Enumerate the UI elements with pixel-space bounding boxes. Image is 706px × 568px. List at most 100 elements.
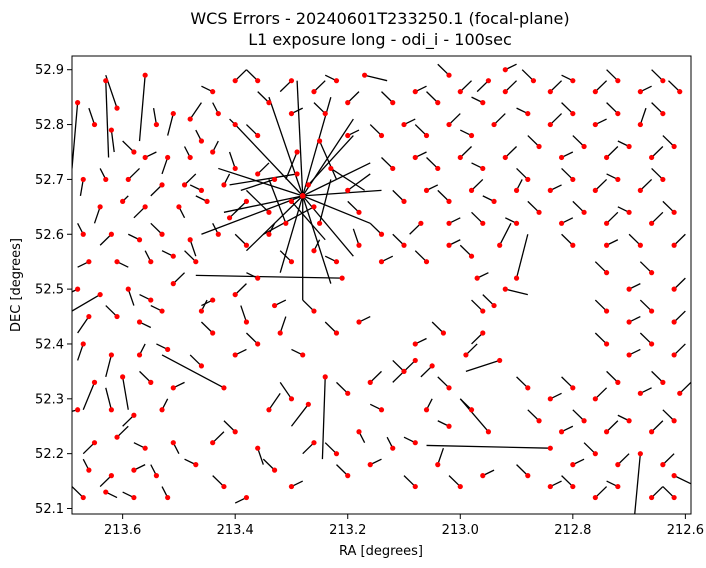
error-vector	[302, 299, 315, 312]
error-vector	[218, 167, 303, 197]
x-tick-label: 213.0	[442, 523, 479, 538]
source-point	[570, 462, 576, 468]
error-vector	[516, 167, 529, 180]
source-point	[457, 483, 463, 490]
source-point	[288, 198, 295, 204]
source-point	[615, 78, 621, 84]
error-vector	[437, 447, 445, 465]
source-point	[491, 121, 497, 128]
error-vector	[639, 107, 647, 125]
chart-title: WCS Errors - 20240601T233250.1 (focal-pl…	[190, 9, 569, 28]
error-vector	[448, 475, 461, 488]
error-vector	[414, 124, 427, 136]
error-vector	[561, 167, 574, 180]
source-point	[277, 330, 283, 336]
source-point	[660, 78, 666, 84]
source-point	[142, 154, 148, 161]
source-point	[615, 462, 621, 468]
error-vector	[673, 310, 686, 323]
source-point	[317, 220, 323, 226]
source-point	[266, 209, 272, 215]
source-point	[497, 242, 503, 248]
source-point	[283, 220, 289, 226]
error-vector	[662, 486, 675, 499]
source-point	[356, 319, 362, 325]
source-point	[603, 341, 610, 347]
source-point	[378, 132, 385, 139]
error-vector	[324, 442, 337, 455]
error-vector	[189, 354, 202, 367]
source-point	[86, 467, 92, 473]
source-point	[457, 154, 463, 161]
source-point	[345, 187, 351, 193]
error-vector	[184, 173, 197, 186]
chart-subtitle: L1 exposure long - odi_i - 100sec	[248, 30, 512, 50]
error-vector	[392, 233, 405, 246]
source-point	[170, 385, 176, 391]
source-point	[333, 451, 340, 457]
error-vector	[364, 74, 388, 82]
source-point	[502, 67, 508, 73]
error-vector	[437, 189, 450, 202]
error-vector	[257, 162, 270, 175]
source-point	[305, 401, 311, 407]
error-vector	[201, 195, 303, 235]
source-point	[243, 494, 250, 501]
source-point	[221, 182, 227, 188]
source-point	[345, 100, 351, 106]
source-point	[457, 89, 463, 95]
source-point	[204, 198, 210, 204]
error-vector	[504, 80, 518, 93]
source-point	[570, 78, 576, 84]
source-point	[288, 259, 295, 265]
source-point	[136, 352, 143, 358]
source-point	[660, 379, 666, 385]
error-vector	[465, 343, 478, 356]
error-vector	[639, 178, 653, 191]
source-point	[271, 467, 278, 473]
source-point	[120, 198, 126, 204]
error-vector	[465, 359, 500, 373]
error-vector	[279, 316, 287, 334]
source-point	[210, 440, 216, 446]
error-vector	[302, 442, 315, 455]
error-vector	[459, 146, 472, 158]
y-tick-label: 52.1	[35, 502, 64, 517]
error-vector	[245, 195, 304, 252]
source-point	[401, 368, 407, 374]
source-point	[153, 121, 160, 128]
error-vector	[426, 157, 439, 169]
source-point	[187, 237, 193, 243]
source-point	[547, 121, 553, 128]
error-vector	[561, 233, 574, 246]
source-point	[603, 270, 610, 276]
error-vector	[72, 409, 78, 413]
source-point	[581, 209, 587, 215]
source-point	[536, 143, 542, 150]
source-point	[468, 187, 475, 193]
source-point	[75, 407, 81, 413]
source-point	[412, 89, 418, 95]
source-point	[626, 418, 632, 424]
error-vector	[347, 173, 371, 191]
error-vector	[105, 387, 113, 410]
source-point	[103, 176, 109, 183]
source-point	[232, 429, 238, 435]
error-vector	[594, 486, 608, 499]
error-vector	[268, 392, 281, 411]
x-tick-label: 213.2	[329, 523, 366, 538]
source-point	[345, 473, 351, 479]
source-point	[198, 187, 205, 193]
source-point	[322, 110, 328, 117]
source-point	[649, 270, 655, 276]
error-vector	[606, 102, 619, 115]
error-vector	[313, 102, 326, 115]
source-point	[649, 429, 655, 435]
source-point	[480, 165, 486, 172]
source-point	[615, 379, 621, 385]
error-vector	[184, 250, 197, 263]
source-point	[97, 204, 103, 210]
y-tick-label: 52.3	[35, 392, 64, 407]
source-point	[671, 242, 677, 248]
